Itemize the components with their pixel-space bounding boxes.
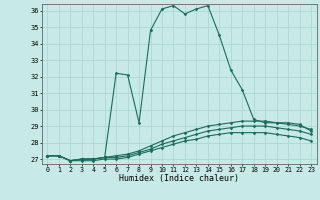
X-axis label: Humidex (Indice chaleur): Humidex (Indice chaleur): [119, 174, 239, 183]
